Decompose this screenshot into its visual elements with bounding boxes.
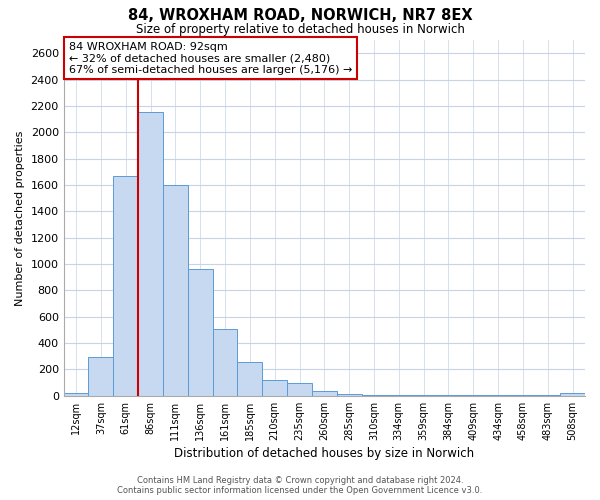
Text: Size of property relative to detached houses in Norwich: Size of property relative to detached ho… (136, 22, 464, 36)
X-axis label: Distribution of detached houses by size in Norwich: Distribution of detached houses by size … (174, 447, 475, 460)
Text: 84 WROXHAM ROAD: 92sqm
← 32% of detached houses are smaller (2,480)
67% of semi-: 84 WROXHAM ROAD: 92sqm ← 32% of detached… (69, 42, 352, 75)
Bar (337, 394, 362, 396)
Bar (287, 384, 312, 396)
Bar (511, 395, 535, 396)
Y-axis label: Number of detached properties: Number of detached properties (15, 130, 25, 306)
Bar (188, 268, 212, 396)
Bar (64, 393, 88, 396)
Bar (461, 395, 485, 396)
Bar (535, 395, 560, 396)
Bar (212, 330, 238, 396)
Text: 84, WROXHAM ROAD, NORWICH, NR7 8EX: 84, WROXHAM ROAD, NORWICH, NR7 8EX (128, 8, 472, 22)
Bar (262, 380, 287, 396)
Text: Contains HM Land Registry data © Crown copyright and database right 2024.
Contai: Contains HM Land Registry data © Crown c… (118, 476, 482, 495)
Bar (560, 393, 585, 396)
Bar (411, 395, 436, 396)
Bar (386, 395, 411, 396)
Bar (238, 362, 262, 396)
Bar (362, 395, 386, 396)
Bar (436, 395, 461, 396)
Bar (485, 395, 511, 396)
Bar (312, 391, 337, 396)
Bar (113, 176, 138, 396)
Bar (88, 357, 113, 396)
Bar (138, 112, 163, 396)
Bar (163, 185, 188, 396)
